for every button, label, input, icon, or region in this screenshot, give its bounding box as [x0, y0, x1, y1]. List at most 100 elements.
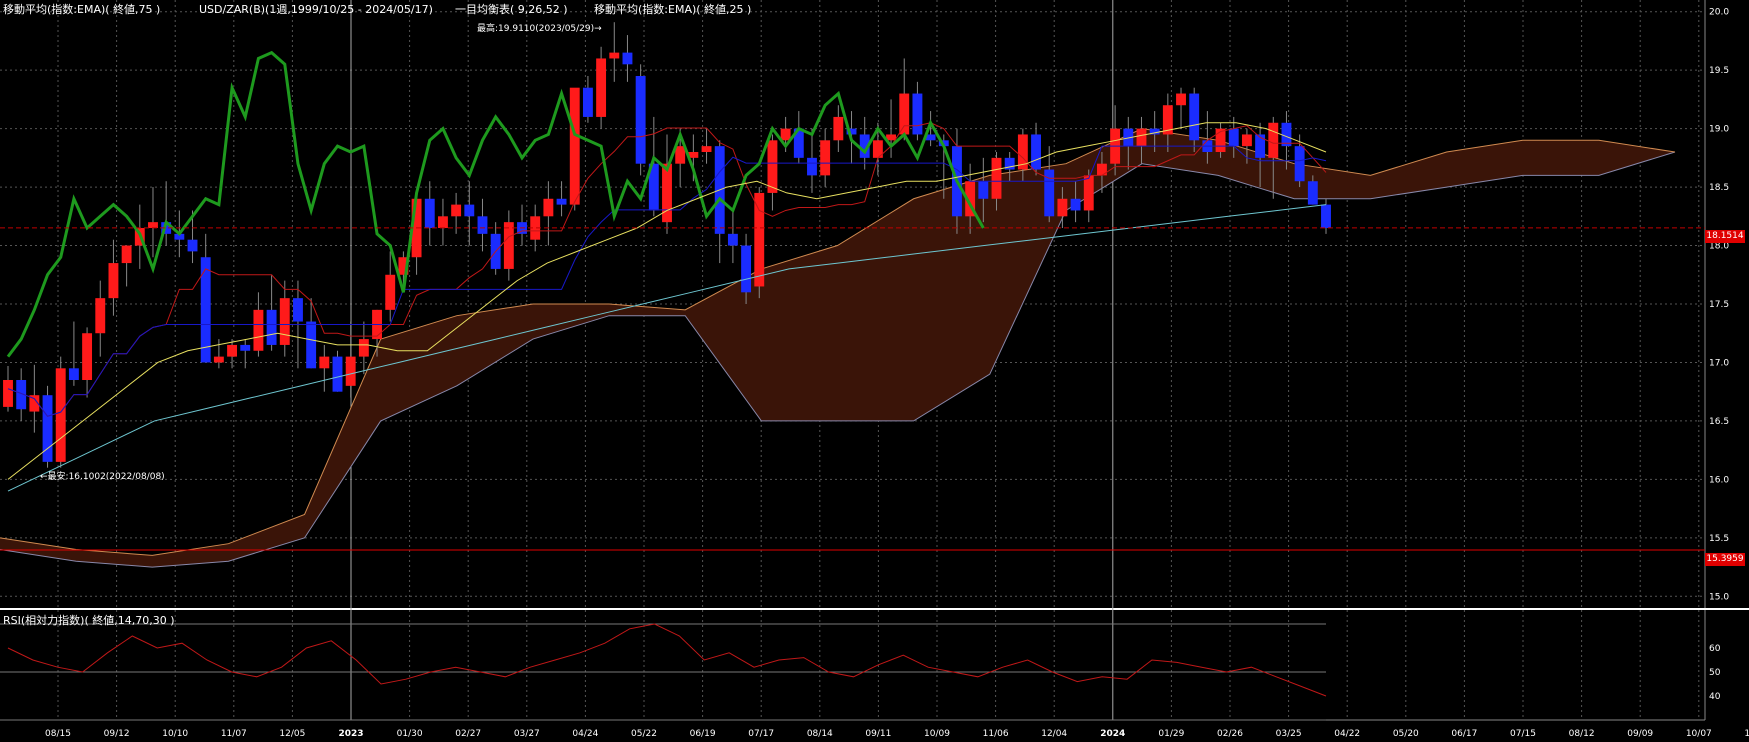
candle-body	[385, 274, 396, 310]
candle-body	[1083, 175, 1094, 211]
candle-body	[1294, 146, 1305, 182]
x-tick-label: 11/07	[221, 729, 247, 739]
x-tick-label: 06/19	[690, 729, 716, 739]
candle-body	[582, 87, 593, 117]
candle-body	[1228, 128, 1239, 147]
candle-body	[727, 233, 738, 246]
candle-body	[503, 222, 514, 269]
x-tick-label: 09/11	[865, 729, 891, 739]
x-tick-label: 09/12	[104, 729, 130, 739]
y-tick-label: 15.5	[1709, 534, 1729, 544]
candle-body	[1017, 134, 1028, 170]
candle-body	[991, 157, 1002, 199]
candle-body	[451, 204, 462, 217]
candle-body	[978, 181, 989, 199]
candle-body	[293, 298, 303, 322]
chart-title: USD/ZAR(B)(1週,1999/10/25 - 2024/05/17)	[199, 3, 433, 16]
high-annotation: 最高:19.9110(2023/05/29)→	[477, 24, 602, 34]
candle-body	[859, 134, 870, 158]
candle-body	[1044, 169, 1055, 217]
candle-body	[1307, 181, 1318, 205]
x-tick-label: 01/29	[1158, 729, 1184, 739]
y-tick-label: 17.0	[1709, 358, 1729, 368]
x-tick-label: 02/26	[1217, 729, 1243, 739]
y-tick-label: 19.0	[1709, 125, 1729, 135]
x-tick-label: 07/17	[748, 729, 774, 739]
candle-body	[543, 198, 554, 217]
x-tick-label: 04/22	[1334, 729, 1360, 739]
candle-body	[82, 333, 93, 380]
candle-body	[213, 356, 224, 363]
candle-body	[899, 93, 910, 135]
x-tick-label: 08/12	[1569, 729, 1595, 739]
candle-body	[1268, 122, 1279, 158]
candle-body	[306, 321, 317, 369]
candle-body	[121, 245, 132, 264]
candle-body	[1162, 105, 1173, 135]
candle-body	[1281, 122, 1292, 147]
hline-price-box: 15.3959	[1705, 553, 1745, 566]
x-tick-label: 10/09	[924, 729, 950, 739]
y-tick-label: 15.0	[1709, 592, 1729, 602]
x-tick-label: 05/22	[631, 729, 657, 739]
candle-body	[29, 395, 40, 412]
candle-body	[925, 134, 936, 141]
candle-body	[1136, 128, 1147, 147]
candle-body	[437, 216, 448, 228]
x-tick-label: 06/17	[1451, 729, 1477, 739]
candle-body	[253, 309, 264, 351]
candle-body	[227, 344, 238, 357]
candle-body	[319, 356, 330, 369]
x-tick-label: 12/04	[1041, 729, 1067, 739]
candle-body	[556, 198, 567, 205]
senkou-b-line	[0, 128, 1676, 556]
candle-body	[240, 344, 251, 351]
y-tick-label: 19.5	[1709, 66, 1729, 76]
candle-body	[622, 52, 633, 65]
candle-body	[55, 368, 66, 462]
x-tick-label: 10/07	[1686, 729, 1712, 739]
kijun-line	[7, 145, 1327, 417]
candle-body	[688, 152, 699, 158]
candle-body	[912, 93, 923, 135]
candle-body	[1215, 128, 1226, 152]
candle-body	[332, 356, 343, 392]
x-tick-label: 04/24	[572, 729, 598, 739]
candle-body	[200, 257, 211, 363]
candle-body	[42, 395, 53, 462]
x-tick-label: 02/27	[455, 729, 481, 739]
candle-body	[174, 233, 185, 240]
candle-body	[1255, 134, 1266, 158]
candle-body	[872, 140, 883, 158]
candle-body	[279, 298, 290, 345]
candle-body	[3, 380, 13, 407]
y-tick-label: 18.0	[1709, 242, 1729, 252]
candle-body	[886, 134, 897, 141]
candle-body	[358, 339, 369, 357]
candle-body	[807, 157, 817, 176]
candle-body	[820, 140, 831, 176]
rsi-tick-label: 40	[1709, 692, 1721, 702]
candle-body	[464, 204, 475, 217]
x-tick-label: 08/14	[807, 729, 833, 739]
candle-body	[1057, 198, 1068, 217]
tenkan-line	[7, 122, 1327, 417]
x-tick-label: 2024	[1100, 729, 1125, 739]
candle-body	[767, 140, 778, 193]
ichimoku-cloud	[0, 128, 1675, 568]
candle-body	[345, 356, 356, 386]
ema25-line	[7, 122, 1327, 480]
x-tick-label: 08/15	[45, 729, 71, 739]
candle-body	[609, 52, 620, 59]
candle-body	[1123, 128, 1134, 147]
last-price-box: 18.1514	[1705, 230, 1745, 243]
senkou-a-line	[0, 151, 1676, 568]
candle-body	[477, 216, 488, 234]
candle-body	[662, 163, 672, 223]
candle-body	[1189, 93, 1200, 141]
candle-body	[161, 222, 172, 234]
candle-body	[1241, 134, 1252, 147]
chikou-line	[6, 50, 985, 358]
ema75-legend: 移動平均(指数:EMA)( 終値,75 )	[3, 3, 161, 16]
